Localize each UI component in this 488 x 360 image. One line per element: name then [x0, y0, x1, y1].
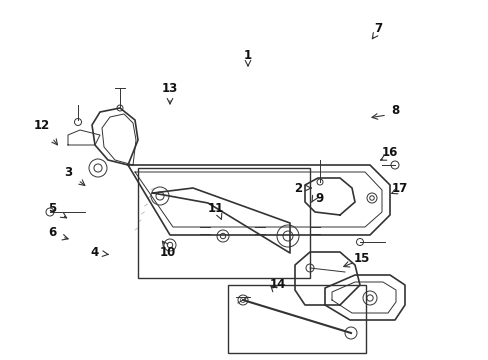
Bar — [138, 168, 309, 278]
Text: 17: 17 — [391, 181, 407, 194]
Text: 5: 5 — [48, 202, 56, 215]
Text: 2: 2 — [293, 181, 302, 194]
Text: 7: 7 — [373, 22, 381, 35]
Text: 15: 15 — [353, 252, 369, 265]
Text: 9: 9 — [315, 192, 324, 204]
Text: 14: 14 — [269, 279, 285, 292]
Bar — [227, 285, 365, 353]
Text: 6: 6 — [48, 225, 56, 239]
Text: 13: 13 — [162, 81, 178, 95]
Text: 11: 11 — [207, 202, 224, 215]
Text: 3: 3 — [64, 166, 72, 179]
Text: 4: 4 — [91, 246, 99, 258]
Text: 8: 8 — [390, 104, 398, 117]
Text: 16: 16 — [381, 145, 397, 158]
Text: 10: 10 — [160, 247, 176, 260]
Text: 1: 1 — [244, 49, 251, 62]
Text: 12: 12 — [34, 118, 50, 131]
